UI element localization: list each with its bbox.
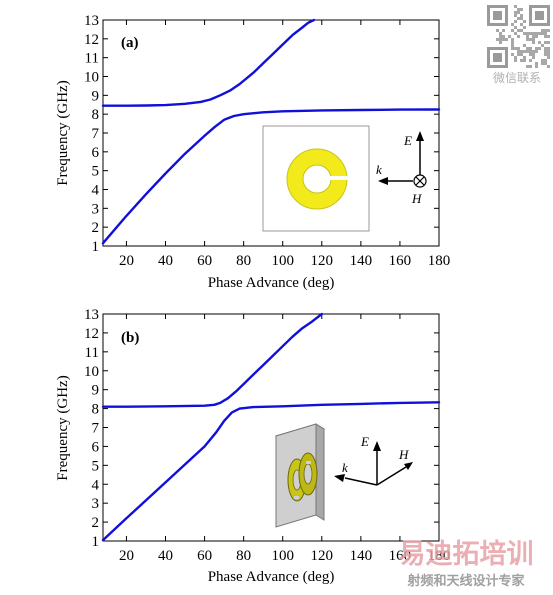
panel-a-series-2-line — [101, 108, 441, 245]
panel-a-ytick-label: 3 — [92, 201, 100, 217]
inset-b-k-label: k — [342, 460, 348, 475]
inset-b-h-label: H — [398, 447, 409, 462]
panel-b-xtick-label: 20 — [119, 548, 134, 564]
panel-b-ytick-label: 10 — [84, 364, 99, 380]
panel-b-plot-frame — [102, 313, 440, 542]
axes-triad-b-icon — [334, 441, 413, 486]
panel-a-ytick-label: 7 — [92, 126, 100, 142]
panel-a-xtick-label: 20 — [119, 253, 134, 269]
split-ring-icon — [286, 148, 348, 210]
panel-a-ytick-label: 6 — [92, 145, 100, 161]
brand-sub-text: 射频和天线设计专家 — [406, 573, 525, 589]
panel-b-xtick-label: 40 — [158, 548, 173, 564]
panel-b-ytick-label: 6 — [92, 439, 100, 455]
panel-a-xtick-label: 60 — [197, 253, 212, 269]
panel-a-ylabel: Frequency (GHz) — [55, 80, 71, 185]
panel-b-ytick-label: 13 — [84, 307, 99, 323]
panel-a-ytick-label: 9 — [92, 88, 100, 104]
qr-caption: 微信联系 — [493, 71, 541, 85]
panel-a-xtick-label: 160 — [389, 253, 412, 269]
inset-a-e-label: E — [403, 133, 412, 148]
panel-b-xtick-label: 120 — [311, 548, 334, 564]
panel-a-ytick-label: 10 — [84, 70, 99, 86]
panel-b-series-1-line — [101, 312, 323, 408]
panel-b-xlabel: Phase Advance (deg) — [208, 569, 335, 585]
panel-b-ylabel: Frequency (GHz) — [55, 375, 71, 480]
panel-b-inset: E k H — [274, 423, 413, 528]
panel-a-ytick-label: 11 — [85, 51, 99, 67]
panel-b-ytick-label: 11 — [85, 345, 99, 361]
panel-b-ytick-label: 4 — [92, 477, 100, 493]
panel-b-ytick-label: 5 — [92, 458, 100, 474]
panel-b-xtick-label: 160 — [389, 548, 412, 564]
panel-b-xtick-label: 180 — [428, 548, 451, 564]
panel-a-xtick-label: 120 — [311, 253, 334, 269]
panel-b-xtick-label: 140 — [350, 548, 373, 564]
panel-a-label: (a) — [121, 35, 139, 51]
panel-a-ytick-label: 5 — [92, 164, 100, 180]
panel-a-series-1-line — [101, 18, 316, 107]
inset-a-h-label: H — [411, 191, 422, 206]
panel-a-ytick-label: 12 — [84, 32, 99, 48]
panel-b-xtick-label: 80 — [236, 548, 251, 564]
panel-a-xtick-label: 180 — [428, 253, 451, 269]
panel-a-ytick-label: 1 — [92, 239, 100, 255]
panel-a-ytick-label: 13 — [84, 13, 99, 29]
panel-a-curves — [101, 18, 441, 245]
panel-b-xtick-label: 100 — [271, 548, 294, 564]
brand-main-text: 易迪拓培训 — [399, 539, 534, 570]
panel-a-xtick-label: 100 — [271, 253, 294, 269]
panel-a-ytick-label: 8 — [92, 107, 100, 123]
panel-a-xlabel: Phase Advance (deg) — [208, 275, 335, 291]
panel-a-xtick-label: 80 — [236, 253, 251, 269]
panel-a-xtick-label: 40 — [158, 253, 173, 269]
panel-b-ytick-label: 8 — [92, 402, 100, 418]
panel-b-series-2-line — [101, 401, 441, 542]
panel-b-label: (b) — [121, 330, 139, 346]
panel-b-ytick-label: 7 — [92, 421, 100, 437]
split-ring-3d-icon — [274, 423, 326, 528]
qr-code-watermark: 微信联系 — [487, 5, 550, 85]
inset-a-k-label: k — [376, 162, 382, 177]
panel-b-ytick-label: 9 — [92, 383, 100, 399]
panel-a-inset: E k H — [262, 125, 427, 232]
panel-b-ytick-label: 2 — [92, 515, 100, 531]
panel-a-xtick-label: 140 — [350, 253, 373, 269]
panel-a-ytick-label: 2 — [92, 220, 100, 236]
qr-code-icon — [487, 5, 550, 68]
inset-b-e-label: E — [360, 434, 369, 449]
panel-a-ytick-label: 4 — [92, 183, 100, 199]
panel-b-xtick-label: 60 — [197, 548, 212, 564]
panel-b-ytick-label: 12 — [84, 326, 99, 342]
panel-b-ytick-label: 1 — [92, 534, 100, 550]
panel-b-ytick-label: 3 — [92, 496, 100, 512]
axes-triad-a-icon — [378, 131, 427, 188]
brand-watermark: 易迪拓培训 射频和天线设计专家 — [399, 539, 534, 589]
panel-b-curves — [101, 312, 441, 542]
